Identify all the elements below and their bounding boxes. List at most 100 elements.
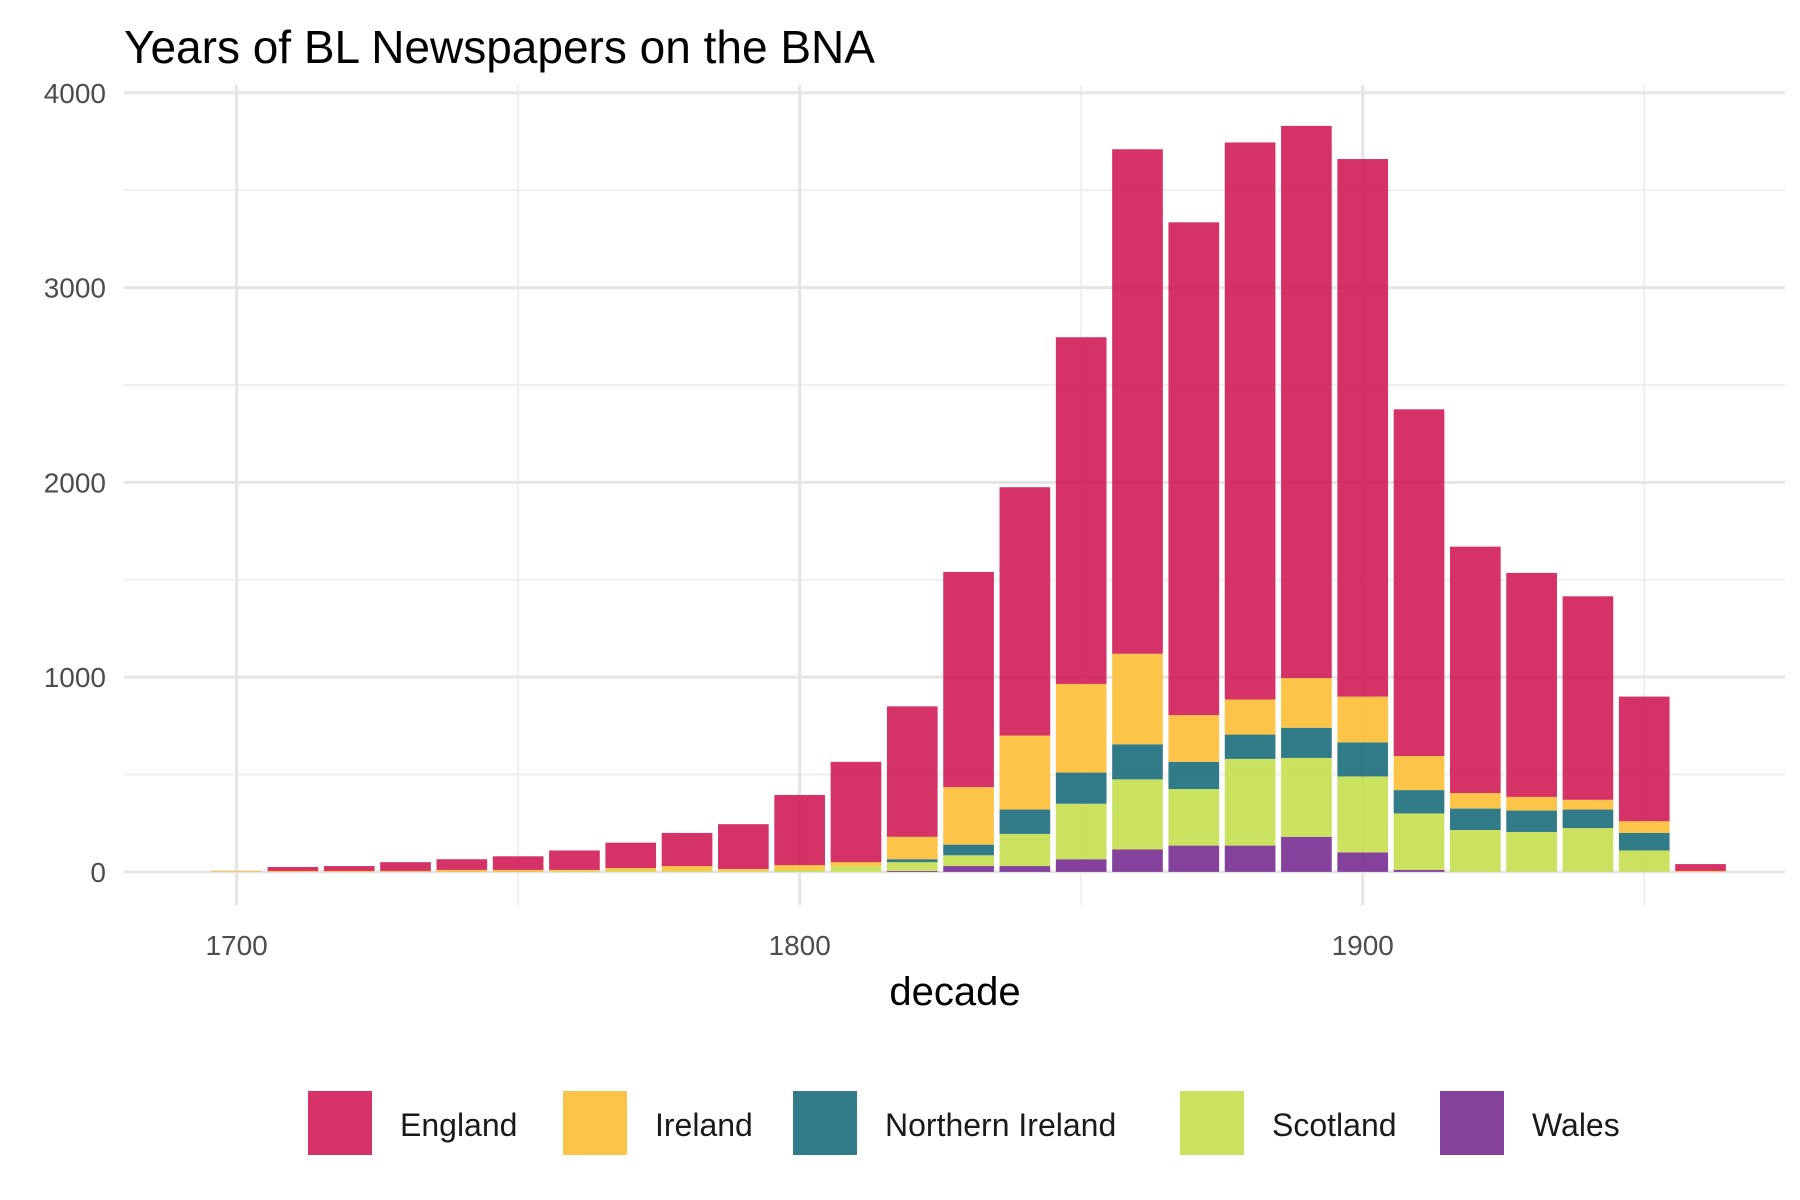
bar-segment-wales <box>999 866 1051 872</box>
bar-segment-northern-ireland <box>1281 727 1332 758</box>
bar-segment-scotland <box>1562 828 1614 872</box>
bar-segment-ireland <box>943 787 994 845</box>
bar-segment-ireland <box>267 870 319 872</box>
bar-segment-ireland <box>549 869 600 871</box>
bar-segment-england <box>1112 149 1163 654</box>
legend-label-wales: Wales <box>1532 1107 1620 1143</box>
bar-segment-england <box>1055 337 1107 684</box>
bar-segment-scotland <box>605 870 657 872</box>
bar-segment-ireland <box>1168 715 1220 762</box>
bar-segment-england <box>605 842 657 868</box>
bar-segment-england <box>1562 596 1614 800</box>
legend-swatch-northern-ireland <box>793 1091 857 1155</box>
bar-segment-northern-ireland <box>1055 772 1107 804</box>
bar-segment-england <box>999 487 1051 736</box>
bar-segment-ireland <box>718 868 769 871</box>
bar-segment-ireland <box>661 866 713 871</box>
bar-segment-england <box>492 856 544 870</box>
bar-segment-scotland <box>1449 830 1501 872</box>
bar-segment-ireland <box>436 869 488 872</box>
bar-segment-wales <box>1112 849 1163 872</box>
bar-segment-scotland <box>1618 850 1670 872</box>
bar-segment-england <box>661 832 713 867</box>
bar-segment-wales <box>1224 845 1276 872</box>
bar-segment-england <box>1393 409 1445 756</box>
bars <box>211 125 1726 872</box>
bar-segment-northern-ireland <box>1337 742 1389 777</box>
bar-segment-scotland <box>661 870 713 872</box>
bar-segment-wales <box>1168 845 1220 872</box>
bar-segment-england <box>1337 159 1389 697</box>
bar-segment-scotland <box>1393 813 1445 870</box>
bar-segment-scotland <box>1281 757 1332 837</box>
bar-segment-scotland <box>830 866 882 872</box>
bar-segment-england <box>1281 125 1332 679</box>
bar-segment-ireland <box>1224 699 1276 735</box>
bar-segment-ireland <box>999 735 1051 810</box>
legend-swatch-scotland <box>1180 1091 1244 1155</box>
bar-segment-wales <box>1337 852 1389 872</box>
bar-segment-northern-ireland <box>999 809 1051 834</box>
bar-segment-northern-ireland <box>1449 808 1501 831</box>
legend-label-scotland: Scotland <box>1272 1107 1397 1143</box>
legend: England Ireland Northern Ireland Scotland Wa… <box>308 1091 1620 1155</box>
y-tick-label: 3000 <box>44 273 106 304</box>
legend-label-england: England <box>400 1107 517 1143</box>
x-tick-label: 1900 <box>1332 930 1394 961</box>
bar-segment-northern-ireland <box>1506 810 1557 832</box>
y-tick-label: 1000 <box>44 662 106 693</box>
bar-segment-scotland <box>774 869 825 872</box>
bar-segment-northern-ireland <box>1168 761 1220 790</box>
bar-segment-ireland <box>1055 683 1107 773</box>
bar-segment-ireland <box>1675 870 1726 872</box>
y-axis-ticks: 0 1000 2000 3000 4000 <box>44 78 106 888</box>
bar-segment-england <box>1506 572 1557 797</box>
bar-segment-ireland <box>886 836 938 860</box>
bar-segment-northern-ireland <box>1224 734 1276 759</box>
bar-segment-ireland <box>1281 678 1332 728</box>
bar-segment-england <box>436 859 488 870</box>
legend-label-northern-ireland: Northern Ireland <box>885 1107 1116 1143</box>
bar-segment-scotland <box>718 870 769 872</box>
legend-swatch-ireland <box>563 1091 627 1155</box>
bar-segment-england <box>830 761 882 863</box>
bar-segment-scotland <box>943 855 994 867</box>
bar-segment-ireland <box>380 870 431 872</box>
bar-segment-ireland <box>1393 755 1445 791</box>
y-tick-label: 2000 <box>44 467 106 498</box>
bar-segment-wales <box>1055 859 1107 872</box>
x-axis-ticks: 1700 1800 1900 <box>205 930 1393 961</box>
bar-segment-england <box>1224 142 1276 700</box>
bar-segment-england <box>718 824 769 869</box>
chart-title: Years of BL Newspapers on the BNA <box>124 21 875 73</box>
bar-segment-wales <box>943 866 994 872</box>
bar-segment-scotland <box>999 833 1051 867</box>
bar-segment-england <box>1168 222 1220 716</box>
bar-segment-ireland <box>1562 799 1614 810</box>
bar-segment-ireland <box>1112 653 1163 745</box>
bar-segment-england <box>323 866 375 871</box>
bar-segment-ireland <box>1449 793 1501 809</box>
bar-segment-northern-ireland <box>943 844 994 856</box>
bar-segment-ireland <box>211 870 262 872</box>
legend-swatch-england <box>308 1091 372 1155</box>
bar-segment-wales <box>1393 869 1445 872</box>
bar-segment-england <box>774 794 825 866</box>
legend-label-ireland: Ireland <box>655 1107 753 1143</box>
bar-segment-ireland <box>323 870 375 872</box>
x-axis-title: decade <box>889 970 1020 1014</box>
bar-segment-ireland <box>1618 821 1670 833</box>
y-tick-label: 4000 <box>44 78 106 109</box>
bar-segment-scotland <box>1337 776 1389 853</box>
bar-segment-england <box>267 867 319 871</box>
bar-segment-wales <box>886 870 938 872</box>
bar-segment-ireland <box>1506 796 1557 811</box>
bar-segment-ireland <box>830 862 882 867</box>
bar-segment-wales <box>1281 836 1332 872</box>
bar-segment-ireland <box>605 867 657 871</box>
bar-segment-scotland <box>1168 789 1220 846</box>
x-tick-label: 1700 <box>205 930 267 961</box>
bar-segment-scotland <box>1055 803 1107 860</box>
